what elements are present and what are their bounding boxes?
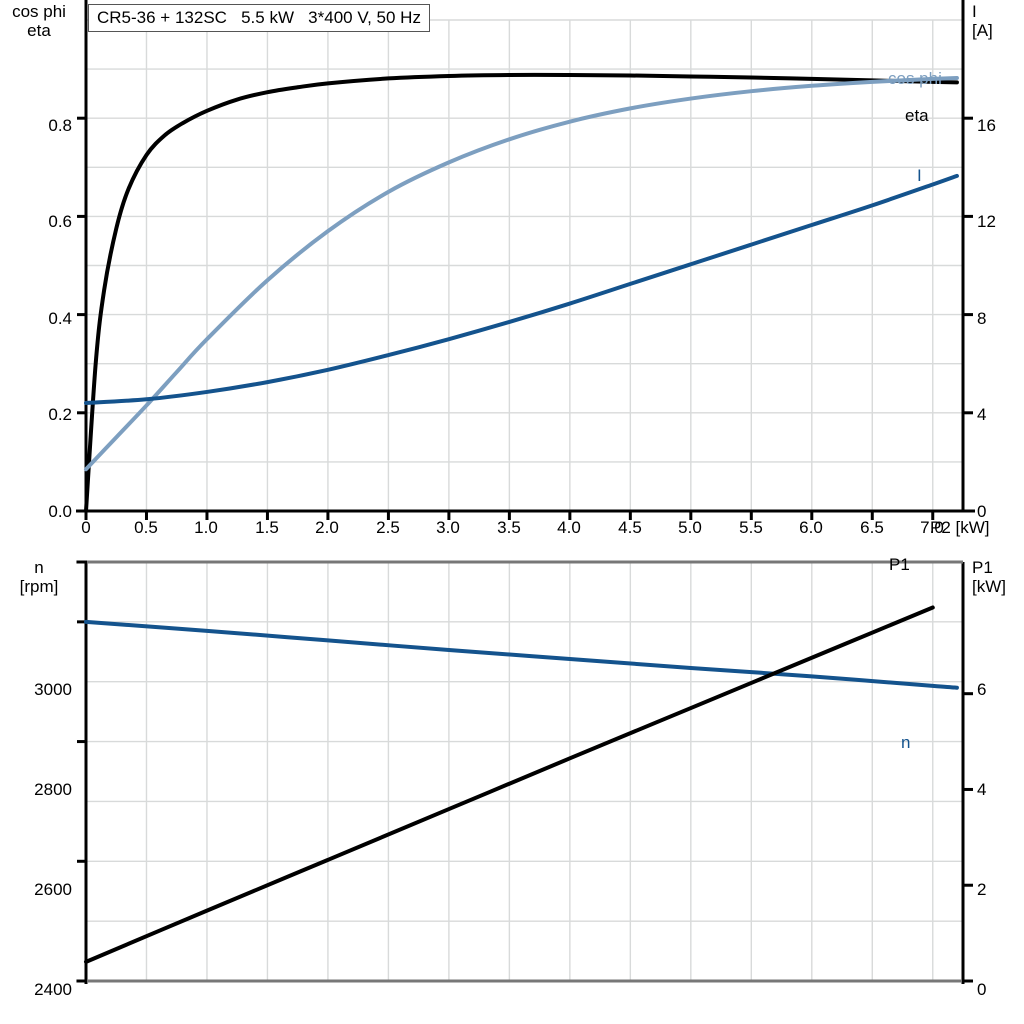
x-tick-6: 3.0 <box>436 518 460 537</box>
bottom-chart-panel: n [rpm] P1 [kW] 2400 2600 2800 3000 0 2 … <box>0 540 1024 1024</box>
bottom-right-tick-3: 6 <box>977 680 987 699</box>
speed-curve-label: n <box>901 733 911 752</box>
x-tick-14: 7.0 <box>920 518 944 537</box>
chart-title-box: CR5-36 + 132SC 5.5 kW 3*400 V, 50 Hz <box>88 4 430 32</box>
x-tick-1: 0.5 <box>134 518 158 537</box>
top-right-tick-4: 16 <box>977 116 996 135</box>
bottom-right-tick-0: 0 <box>977 980 987 999</box>
top-left-tick-1: 0.2 <box>48 405 72 424</box>
x-tick-9: 4.5 <box>618 518 642 537</box>
bottom-left-axis-caption: n [rpm] <box>19 558 59 596</box>
top-left-tick-0: 0.0 <box>48 502 72 521</box>
x-axis-caption: P2 [kW] <box>930 518 990 537</box>
eta-curve-label: eta <box>905 106 929 125</box>
bottom-left-tick-2: 2800 <box>34 780 72 799</box>
bottom-left-tick-3: 3000 <box>34 680 72 699</box>
bottom-left-tick-1: 2600 <box>34 880 72 899</box>
bottom-right-axis-caption: P1 [kW] <box>972 558 1006 596</box>
cos-phi-curve-label: cos phi <box>888 69 942 88</box>
top-left-tick-3: 0.6 <box>48 212 72 231</box>
x-tick-13: 6.5 <box>860 518 884 537</box>
x-tick-12: 6.0 <box>799 518 823 537</box>
x-tick-3: 1.5 <box>255 518 279 537</box>
p1-curve-label: P1 <box>889 555 910 574</box>
bottom-chart-plot <box>76 560 973 984</box>
x-tick-0: 0 <box>81 518 91 537</box>
top-right-tick-0: 0 <box>977 502 987 521</box>
top-left-tick-2: 0.4 <box>48 309 72 328</box>
top-left-axis-caption: cos phi eta <box>12 2 66 40</box>
top-right-tick-1: 4 <box>977 405 987 424</box>
top-right-tick-3: 12 <box>977 212 996 231</box>
top-right-axis-caption: I [A] <box>972 2 993 40</box>
current-curve-label: I <box>917 166 922 185</box>
x-tick-7: 3.5 <box>497 518 521 537</box>
x-tick-8: 4.0 <box>557 518 581 537</box>
top-right-tick-2: 8 <box>977 309 987 328</box>
x-tick-5: 2.5 <box>376 518 400 537</box>
bottom-right-tick-1: 2 <box>977 880 987 899</box>
top-chart-panel: CR5-36 + 132SC 5.5 kW 3*400 V, 50 Hz cos… <box>12 0 996 537</box>
x-tick-4: 2.0 <box>315 518 339 537</box>
x-tick-10: 5.0 <box>678 518 702 537</box>
x-tick-11: 5.5 <box>739 518 763 537</box>
top-chart-plot <box>76 0 975 520</box>
bottom-right-tick-2: 4 <box>977 780 987 799</box>
top-left-tick-4: 0.8 <box>48 116 72 135</box>
bottom-left-tick-0: 2400 <box>34 980 72 999</box>
x-tick-2: 1.0 <box>194 518 218 537</box>
